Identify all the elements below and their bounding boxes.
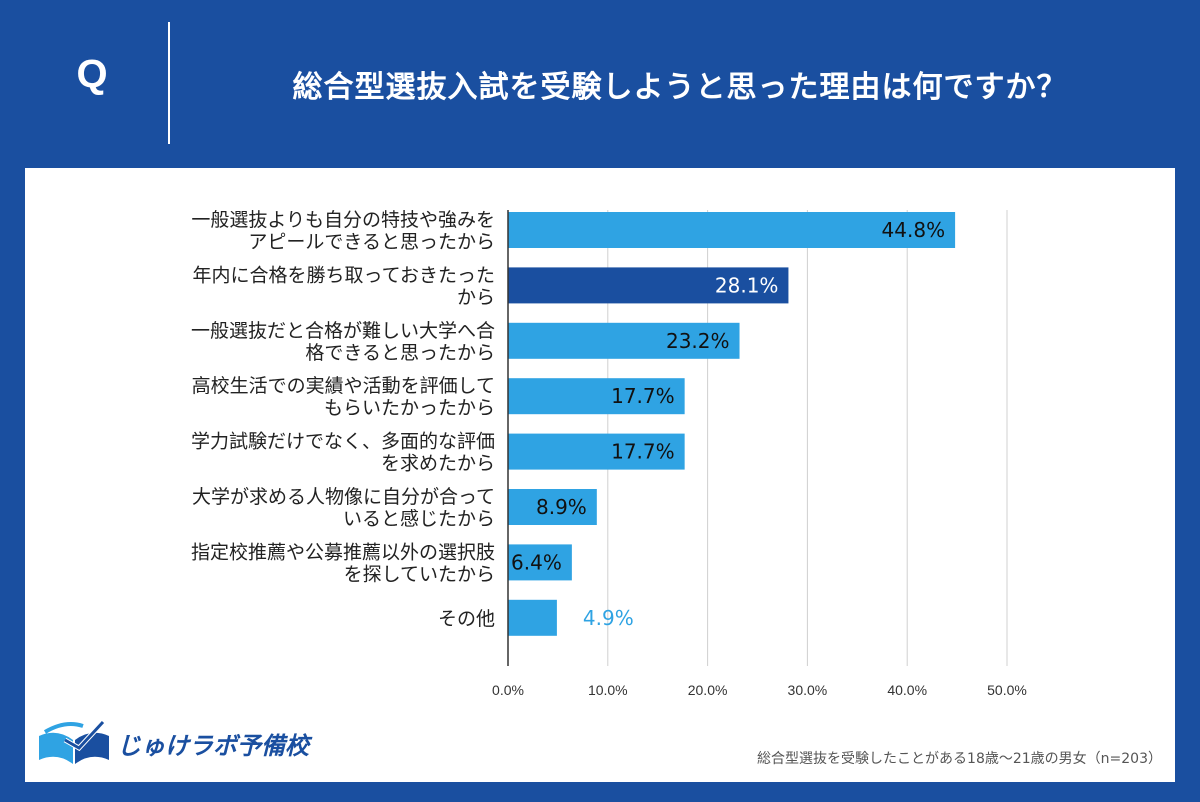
- value-label: 4.9%: [583, 606, 634, 630]
- category-label: もらいたかったから: [324, 397, 495, 419]
- category-label: 高校生活での実績や活動を評価して: [192, 375, 495, 397]
- category-label: いると感じたから: [343, 508, 495, 530]
- category-label: 大学が求める人物像に自分が合って: [192, 486, 495, 508]
- sample-note: 総合型選抜を受験したことがある18歳～21歳の男女（n=203）: [757, 751, 1162, 767]
- category-label: 指定校推薦や公募推薦以外の選択肢: [191, 541, 495, 563]
- category-label: から: [457, 286, 495, 308]
- value-label: 17.7%: [611, 440, 675, 464]
- bar: [508, 212, 956, 248]
- x-tick-label: 0.0%: [492, 682, 524, 698]
- category-label: を探していたから: [344, 563, 495, 585]
- category-label: その他: [438, 608, 495, 630]
- value-label: 6.4%: [511, 550, 562, 574]
- logo-text: じゅけラボ予備校: [117, 732, 309, 760]
- x-tick-label: 10.0%: [588, 682, 628, 698]
- category-label: を求めたから: [381, 453, 495, 475]
- value-label: 28.1%: [715, 273, 779, 297]
- q-label: Q: [76, 52, 108, 96]
- category-label: アピールできると思ったから: [248, 231, 495, 253]
- x-tick-label: 30.0%: [788, 682, 828, 698]
- x-tick-label: 20.0%: [688, 682, 728, 698]
- category-label: 一般選抜よりも自分の特技や強みを: [191, 209, 495, 231]
- bar: [508, 267, 789, 304]
- x-tick-label: 40.0%: [887, 682, 927, 698]
- category-label: 格できると思ったから: [305, 342, 495, 364]
- bar-chart: 0.0% 10.0% 20.0% 30.0% 40.0% 50.0% 44.8% 一般選抜より…: [191, 209, 1027, 698]
- category-label: 学力試験だけでなく、多面的な評価: [191, 431, 495, 453]
- header-bar: Q 総合型選抜入試を受験しようと思った理由は何ですか？: [0, 0, 1200, 168]
- category-label: 一般選抜だと合格が難しい大学へ合: [191, 320, 495, 342]
- value-label: 17.7%: [611, 384, 675, 408]
- x-tick-label: 50.0%: [987, 682, 1027, 698]
- header-divider: [168, 22, 170, 144]
- bar: [508, 599, 557, 636]
- value-label: 8.9%: [536, 495, 587, 519]
- bar: [508, 378, 685, 415]
- bar: [508, 322, 740, 359]
- bar: [508, 489, 597, 525]
- chart-panel: 0.0% 10.0% 20.0% 30.0% 40.0% 50.0% 44.8% 一般選抜より…: [25, 168, 1175, 782]
- book-logo-icon: [39, 720, 109, 764]
- category-label: 年内に合格を勝ち取っておきたった: [193, 264, 495, 286]
- bar: [508, 544, 572, 581]
- logo: じゅけラボ予備校: [35, 718, 309, 768]
- bar: [508, 433, 685, 470]
- question-title: 総合型選抜入試を受験しようと思った理由は何ですか？: [292, 70, 1068, 105]
- value-label: 44.8%: [882, 218, 946, 242]
- value-label: 23.2%: [666, 329, 730, 353]
